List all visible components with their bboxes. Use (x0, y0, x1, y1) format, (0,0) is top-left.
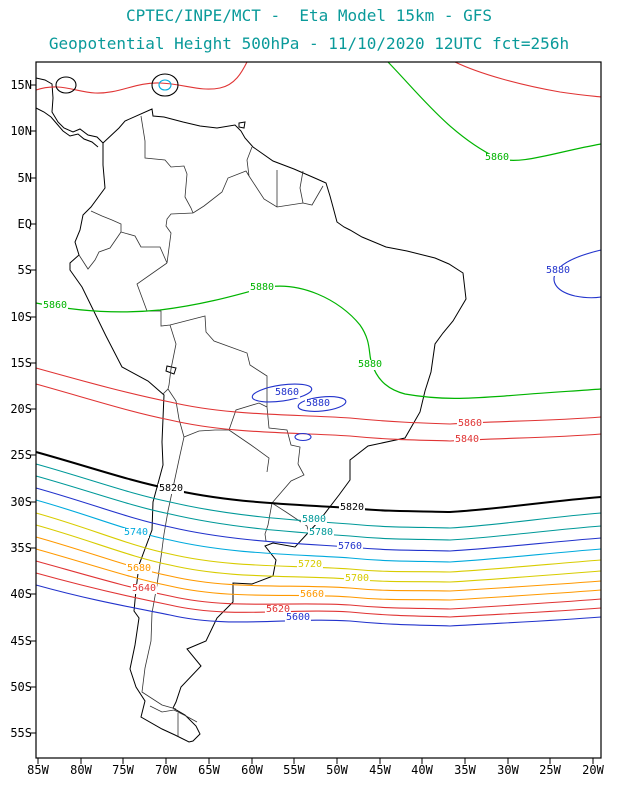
lat-label: 10N (10, 124, 32, 138)
lat-label: 30S (10, 495, 32, 509)
lat-label: 55S (10, 726, 32, 740)
lat-label: 15S (10, 356, 32, 370)
lon-label: 50W (326, 763, 348, 777)
lat-label: 5S (17, 263, 32, 277)
contour-label: 5880 (544, 265, 572, 276)
lat-label: 35S (10, 541, 32, 555)
closed-high-3 (294, 432, 312, 442)
page-subtitle: Geopotential Height 500hPa - 11/10/2020 … (48, 34, 570, 53)
contour-5620 (35, 572, 602, 618)
contour-label: 5860 (456, 418, 484, 429)
closed-low-west (55, 76, 77, 94)
contour-5820 (35, 451, 602, 514)
lat-label: 40S (10, 587, 32, 601)
contour-label: 5740 (122, 527, 150, 538)
contour-label: 5640 (130, 583, 158, 594)
lon-label: 80W (70, 763, 92, 777)
contour-5800 (35, 463, 602, 529)
contour-5780 (35, 475, 602, 541)
coastline (35, 77, 467, 743)
lon-label: 20W (582, 763, 604, 777)
lat-label: EQ (17, 217, 32, 231)
contour-label: 5720 (296, 559, 324, 570)
map-frame (35, 61, 602, 759)
lon-label: 25W (539, 763, 561, 777)
lon-label: 60W (241, 763, 263, 777)
contour-5600 (35, 584, 602, 627)
lon-label: 65W (198, 763, 220, 777)
closed-high-2 (297, 396, 347, 412)
central-america-coast (35, 77, 246, 375)
lat-label: 15N (10, 78, 32, 92)
lon-label: 40W (411, 763, 433, 777)
page-title: CPTEC/INPE/MCT - Eta Model 15km - GFS (125, 6, 493, 25)
contour-green-central (35, 285, 602, 399)
contour-label: 5860 (483, 152, 511, 163)
axis-ticks (30, 84, 594, 764)
contours-black (35, 73, 602, 514)
lon-label: 35W (454, 763, 476, 777)
contour-5720 (35, 512, 602, 573)
contour-label: 5620 (264, 604, 292, 615)
contour-label: 5820 (338, 502, 366, 513)
lat-label: 5N (17, 171, 32, 185)
contour-label: 5700 (343, 573, 371, 584)
contour-label: 5660 (298, 589, 326, 600)
contour-blue-right-edge (553, 249, 602, 299)
contour-label: 5880 (304, 398, 332, 409)
lon-label: 30W (497, 763, 519, 777)
lon-label: 75W (112, 763, 134, 777)
contour-5860 (35, 367, 602, 425)
lon-label: 55W (283, 763, 305, 777)
lat-label: 10S (10, 310, 32, 324)
contour-label: 5880 (248, 282, 276, 293)
contour-label: 5820 (157, 483, 185, 494)
closed-low-east-inner (158, 79, 172, 91)
contour-label: 5780 (307, 527, 335, 538)
contour-label: 5880 (356, 359, 384, 370)
lat-label: 45S (10, 634, 32, 648)
contour-5840 (35, 383, 602, 442)
contour-5660 (35, 548, 602, 601)
lat-label: 50S (10, 680, 32, 694)
closed-low-east-outer (151, 73, 179, 97)
contour-label: 5840 (453, 434, 481, 445)
tick-marks (30, 84, 594, 764)
contour-label: 5860 (273, 387, 301, 398)
closed-high-1 (251, 383, 313, 403)
lon-label: 45W (369, 763, 391, 777)
contour-red-topright (454, 61, 602, 98)
contour-label: 5860 (41, 300, 69, 311)
south-america-outline (69, 108, 467, 743)
lon-label: 70W (155, 763, 177, 777)
lon-label: 85W (27, 763, 49, 777)
contour-label: 5600 (284, 612, 312, 623)
lat-label: 25S (10, 448, 32, 462)
lat-label: 20S (10, 402, 32, 416)
contour-label: 5800 (300, 514, 328, 525)
contour-label: 5680 (125, 563, 153, 574)
contours-teal (35, 463, 602, 541)
contour-label: 5760 (336, 541, 364, 552)
